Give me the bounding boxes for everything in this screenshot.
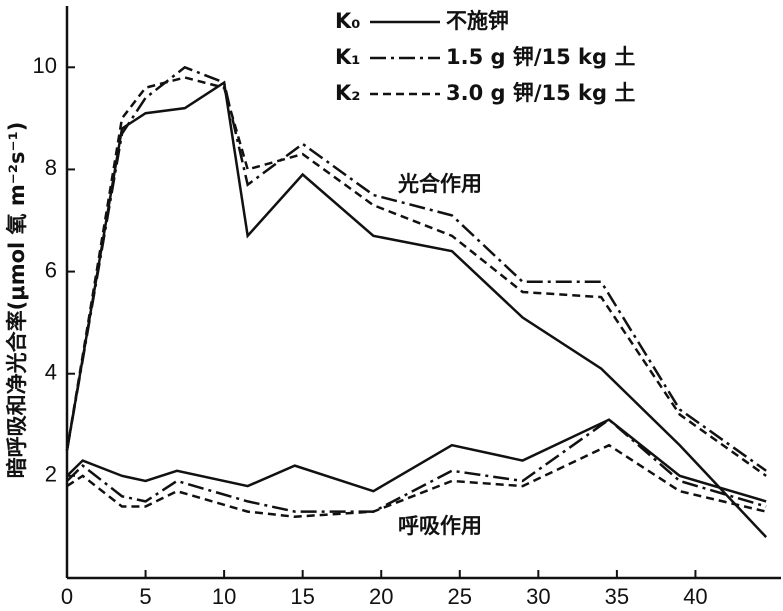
line	[65, 80, 768, 538]
line	[66, 443, 767, 518]
x-tick-label: 5	[139, 584, 151, 609]
legend-label: 不施钾	[446, 9, 509, 33]
line	[66, 418, 767, 513]
x-tick-label: 30	[526, 584, 550, 609]
y-tick-label: 8	[45, 155, 57, 180]
y-tick-label: 10	[33, 53, 57, 78]
line	[65, 65, 767, 472]
annotation: 呼吸作用	[398, 514, 482, 538]
y-axis-label: 暗呼吸和净光合率(μmol 氧 m⁻²s⁻¹)	[5, 122, 29, 479]
x-tick-label: 35	[605, 584, 629, 609]
x-tick-label: 10	[212, 584, 236, 609]
y-tick-label: 4	[45, 360, 57, 385]
annotation: 光合作用	[397, 172, 482, 196]
legend-label: 1.5 g 钾/15 kg 土	[446, 45, 635, 69]
x-tick-label: 0	[61, 584, 73, 609]
legend-name: K₀	[335, 9, 360, 33]
x-tick-label: 20	[369, 584, 393, 609]
x-tick-label: 40	[683, 584, 707, 609]
line	[66, 418, 767, 503]
y-tick-label: 2	[45, 462, 57, 487]
y-tick-label: 6	[45, 257, 57, 282]
legend-name: K₁	[335, 45, 360, 69]
x-tick-label: 25	[448, 584, 472, 609]
legend-label: 3.0 g 钾/15 kg 土	[446, 81, 635, 105]
x-tick-label: 15	[290, 584, 314, 609]
legend-name: K₂	[335, 81, 360, 105]
line	[65, 76, 767, 477]
